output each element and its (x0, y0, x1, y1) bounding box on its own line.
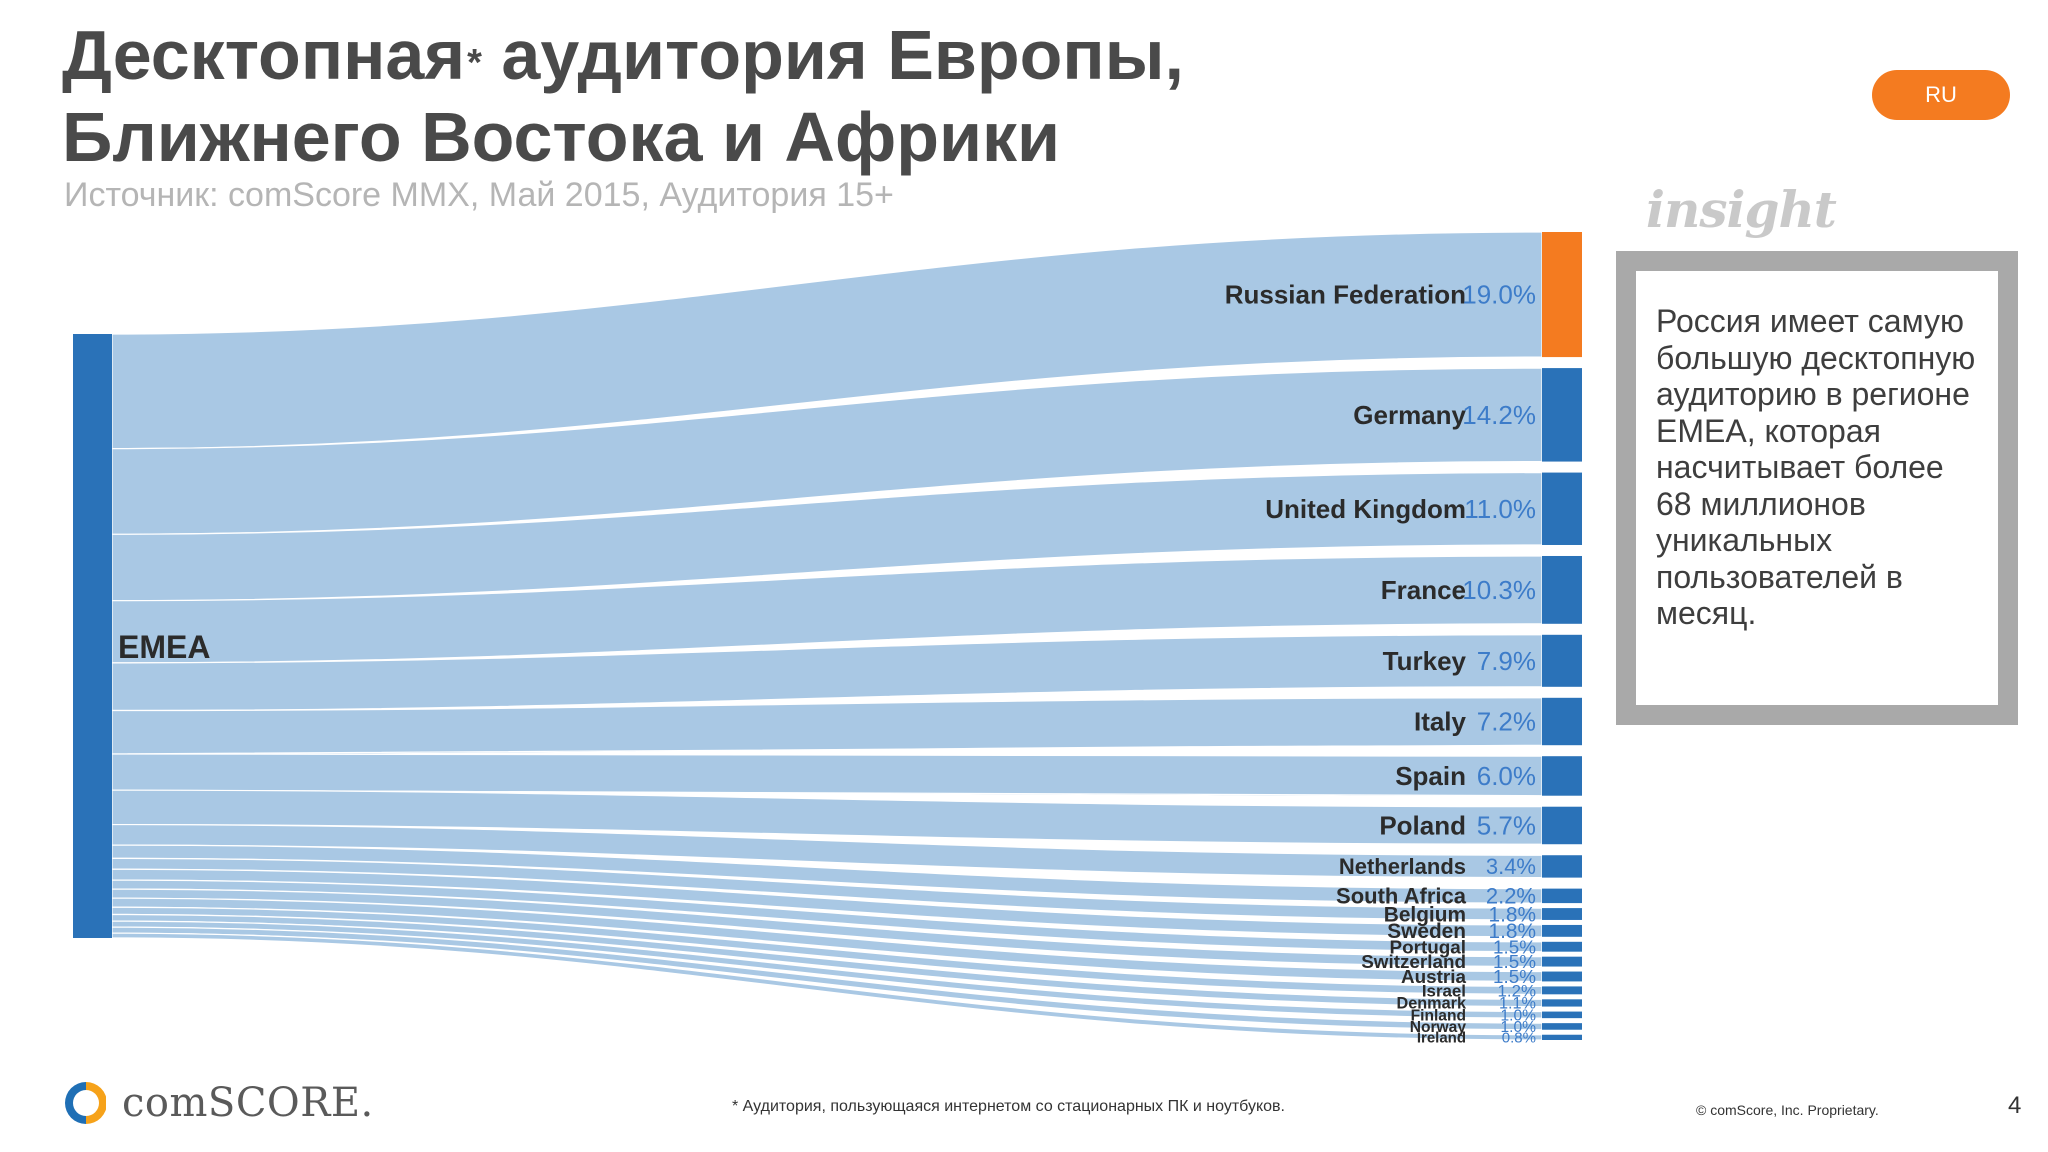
target-bar-turkey (1542, 634, 1582, 687)
category-label-germany: Germany (1353, 400, 1466, 430)
value-label-belgium: 1.8% (1488, 903, 1536, 926)
value-label-finland: 1.0% (1500, 1007, 1536, 1024)
category-label-italy: Italy (1414, 707, 1467, 737)
value-label-france: 10.3% (1462, 575, 1536, 605)
flow-italy (111, 697, 1543, 755)
target-bar-belgium (1542, 908, 1582, 920)
value-label-germany: 14.2% (1462, 400, 1536, 430)
category-label-ireland: Ireland (1417, 1030, 1466, 1047)
page-title: Десктопная* аудитория Европы, Ближнего В… (62, 16, 1184, 176)
category-label-belgium: Belgium (1384, 903, 1466, 926)
target-bar-poland (1542, 806, 1582, 845)
value-label-turkey: 7.9% (1477, 646, 1536, 676)
category-label-israel: Israel (1422, 981, 1466, 1000)
category-label-sweden: Sweden (1387, 920, 1466, 943)
source-bar-emea (73, 334, 112, 938)
flow-denmark (111, 913, 1543, 1008)
category-label-austria: Austria (1401, 966, 1466, 987)
source-label-emea: EMEA (118, 629, 210, 665)
target-bar-sweden (1542, 924, 1582, 937)
target-bar-finland (1542, 1011, 1582, 1019)
category-label-portugal: Portugal (1390, 936, 1467, 957)
value-label-sweden: 1.8% (1488, 920, 1536, 943)
target-bar-france (1542, 555, 1582, 624)
category-label-netherlands: Netherlands (1339, 854, 1466, 879)
category-label-south-africa: South Africa (1336, 884, 1467, 909)
comscore-logo: comSCORE. (62, 1080, 374, 1126)
flow-finland (111, 920, 1543, 1019)
flow-austria (111, 897, 1543, 983)
flow-south-africa (111, 844, 1543, 904)
target-bar-united-kingdom (1542, 472, 1582, 545)
category-label-norway: Norway (1410, 1019, 1467, 1036)
value-label-israel: 1.2% (1498, 981, 1537, 1000)
value-label-spain: 6.0% (1477, 761, 1536, 791)
value-label-norway: 1.0% (1500, 1019, 1536, 1036)
flow-poland (111, 789, 1543, 845)
category-label-united-kingdom: United Kingdom (1265, 494, 1466, 524)
target-bar-south-africa (1542, 888, 1582, 904)
value-label-ireland: 0.8% (1502, 1030, 1536, 1047)
value-label-south-africa: 2.2% (1486, 884, 1536, 909)
value-label-italy: 7.2% (1477, 707, 1536, 737)
comscore-logo-text: comSCORE. (122, 1080, 374, 1126)
flow-russian-federation (111, 231, 1543, 450)
value-label-switzerland: 1.5% (1493, 951, 1536, 972)
value-label-united-kingdom: 11.0% (1464, 494, 1536, 524)
category-label-switzerland: Switzerland (1361, 951, 1466, 972)
target-bar-netherlands (1542, 855, 1582, 878)
flow-group (111, 231, 1543, 1041)
category-label-france: France (1381, 575, 1466, 605)
value-label-austria: 1.5% (1493, 966, 1536, 987)
flow-spain (111, 753, 1543, 797)
target-bar-spain (1542, 756, 1582, 796)
category-label-turkey: Turkey (1383, 646, 1467, 676)
category-label-finland: Finland (1411, 1007, 1466, 1024)
value-label-netherlands: 3.4% (1486, 854, 1536, 879)
insight-box: Россия имеет самую большую десктопную ау… (1616, 251, 2018, 725)
category-label-spain: Spain (1395, 761, 1466, 791)
target-bar-portugal (1542, 941, 1582, 952)
page-number: 4 (2008, 1092, 2022, 1119)
target-bar-russian-federation (1542, 232, 1582, 358)
value-label-russian-federation: 19.0% (1462, 280, 1536, 310)
insight-label: insight (1646, 180, 1837, 239)
category-label-russian-federation: Russian Federation (1225, 280, 1466, 310)
flow-israel (111, 906, 1543, 995)
value-label-denmark: 1.1% (1499, 995, 1536, 1013)
value-label-poland: 5.7% (1477, 811, 1536, 841)
target-bar-israel (1542, 986, 1582, 995)
category-label-poland: Poland (1379, 811, 1466, 841)
comscore-logo-icon (65, 1082, 106, 1124)
target-bar-switzerland (1542, 956, 1582, 967)
target-bar-italy (1542, 697, 1582, 746)
target-bar-austria (1542, 971, 1582, 982)
target-bar-germany (1542, 368, 1582, 462)
category-label-denmark: Denmark (1397, 995, 1467, 1013)
insight-text: Россия имеет самую большую десктопную ау… (1636, 271, 1998, 705)
target-bar-denmark (1542, 999, 1582, 1007)
copyright: © comScore, Inc. Proprietary. (1696, 1102, 1879, 1118)
target-bar-ireland (1542, 1034, 1582, 1040)
language-badge[interactable]: RU (1872, 70, 2010, 120)
target-bar-group (1542, 232, 1582, 1040)
value-label-portugal: 1.5% (1493, 936, 1536, 957)
source-subtitle: Источник: comScore MMX, Май 2015, Аудито… (64, 176, 894, 214)
target-bar-norway (1542, 1023, 1582, 1030)
footnote: * Аудитория, пользующаяся интернетом со … (732, 1098, 1285, 1115)
